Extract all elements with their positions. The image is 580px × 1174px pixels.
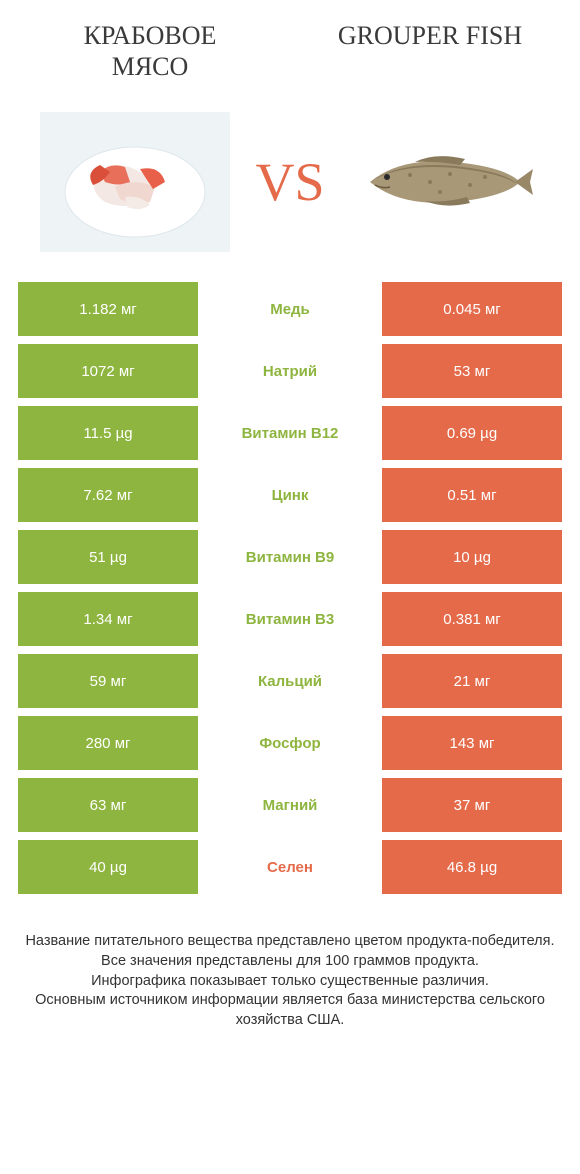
left-value-cell: 51 µg xyxy=(18,530,198,584)
nutrient-name-cell: Витамин B12 xyxy=(198,406,382,460)
nutrient-name-cell: Магний xyxy=(198,778,382,832)
right-value-cell: 0.69 µg xyxy=(382,406,562,460)
nutrient-comparison-table: 1.182 мгМедь0.045 мг 1072 мгНатрий53 мг 11… xyxy=(0,282,580,894)
table-row: 59 мгКальций21 мг xyxy=(18,654,562,708)
right-value-cell: 143 мг xyxy=(382,716,562,770)
footer-notes: Название питательного вещества представл… xyxy=(0,902,580,1030)
nutrient-name-cell: Витамин B9 xyxy=(198,530,382,584)
table-row: 1.182 мгМедь0.045 мг xyxy=(18,282,562,336)
table-row: 1072 мгНатрий53 мг xyxy=(18,344,562,398)
footer-line: Все значения представлены для 100 граммо… xyxy=(20,952,560,972)
nutrient-name-cell: Медь xyxy=(198,282,382,336)
nutrient-name-cell: Цинк xyxy=(198,468,382,522)
nutrient-name-cell: Фосфор xyxy=(198,716,382,770)
table-row: 51 µgВитамин B910 µg xyxy=(18,530,562,584)
table-row: 280 мгФосфор143 мг xyxy=(18,716,562,770)
right-value-cell: 46.8 µg xyxy=(382,840,562,894)
images-row: VS xyxy=(0,92,580,282)
footer-line: Название питательного вещества представл… xyxy=(20,932,560,952)
right-value-cell: 53 мг xyxy=(382,344,562,398)
header: КРАБОВОЕ МЯСО GROUPER FISH xyxy=(0,0,580,92)
left-value-cell: 280 мг xyxy=(18,716,198,770)
nutrient-name-cell: Витамин B3 xyxy=(198,592,382,646)
right-value-cell: 21 мг xyxy=(382,654,562,708)
right-value-cell: 0.045 мг xyxy=(382,282,562,336)
table-row: 11.5 µgВитамин B120.69 µg xyxy=(18,406,562,460)
left-value-cell: 1.182 мг xyxy=(18,282,198,336)
right-value-cell: 10 µg xyxy=(382,530,562,584)
left-value-cell: 7.62 мг xyxy=(18,468,198,522)
left-value-cell: 11.5 µg xyxy=(18,406,198,460)
nutrient-name-cell: Натрий xyxy=(198,344,382,398)
left-value-cell: 63 мг xyxy=(18,778,198,832)
right-value-cell: 37 мг xyxy=(382,778,562,832)
nutrient-name-cell: Селен xyxy=(198,840,382,894)
left-value-cell: 40 µg xyxy=(18,840,198,894)
footer-line: Основным источником информации является … xyxy=(20,991,560,1030)
left-food-title: КРАБОВОЕ МЯСО xyxy=(50,20,250,82)
grouper-fish-icon xyxy=(355,147,535,217)
left-value-cell: 1072 мг xyxy=(18,344,198,398)
vs-label: VS xyxy=(255,151,324,213)
crab-meat-image xyxy=(40,112,230,252)
table-row: 7.62 мгЦинк0.51 мг xyxy=(18,468,562,522)
nutrient-name-cell: Кальций xyxy=(198,654,382,708)
footer-line: Инфографика показывает только существенн… xyxy=(20,972,560,992)
right-food-title: GROUPER FISH xyxy=(330,20,530,82)
right-value-cell: 0.51 мг xyxy=(382,468,562,522)
left-value-cell: 59 мг xyxy=(18,654,198,708)
right-value-cell: 0.381 мг xyxy=(382,592,562,646)
grouper-fish-image xyxy=(350,112,540,252)
table-row: 63 мгМагний37 мг xyxy=(18,778,562,832)
crab-meat-icon xyxy=(45,117,225,247)
left-value-cell: 1.34 мг xyxy=(18,592,198,646)
table-row: 40 µgСелен46.8 µg xyxy=(18,840,562,894)
table-row: 1.34 мгВитамин B30.381 мг xyxy=(18,592,562,646)
